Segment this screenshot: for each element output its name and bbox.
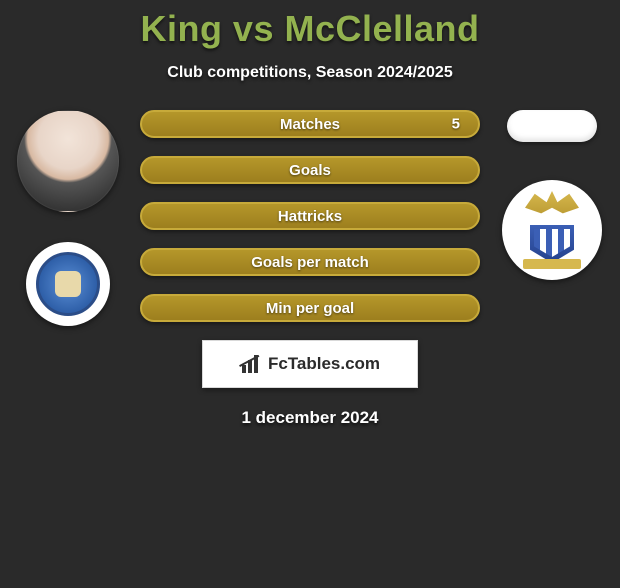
stat-label: Goals per match xyxy=(251,254,369,271)
stat-label: Goals xyxy=(289,162,331,179)
date-label: 1 december 2024 xyxy=(0,408,620,428)
comparison-content: Matches 5 Goals Hattricks Goals per matc… xyxy=(0,110,620,428)
brand-chart-icon xyxy=(240,355,262,373)
stat-value: 5 xyxy=(452,116,460,133)
stjohnstone-crest-icon xyxy=(517,191,587,269)
rangers-crest-icon xyxy=(36,252,100,316)
player-photo-left xyxy=(17,110,119,212)
stat-label: Hattricks xyxy=(278,208,342,225)
left-column xyxy=(8,110,128,326)
stat-bar-goals-per-match: Goals per match xyxy=(140,248,480,276)
stat-bar-matches: Matches 5 xyxy=(140,110,480,138)
page-title: King vs McClelland xyxy=(0,8,620,50)
club-badge-left xyxy=(26,242,110,326)
stat-bars: Matches 5 Goals Hattricks Goals per matc… xyxy=(140,110,480,322)
stat-label: Min per goal xyxy=(266,300,354,317)
right-column xyxy=(492,110,612,280)
subtitle: Club competitions, Season 2024/2025 xyxy=(0,64,620,82)
stat-label: Matches xyxy=(280,116,340,133)
stat-bar-goals: Goals xyxy=(140,156,480,184)
stat-bar-hattricks: Hattricks xyxy=(140,202,480,230)
club-badge-right xyxy=(502,180,602,280)
stat-bar-min-per-goal: Min per goal xyxy=(140,294,480,322)
player-photo-right xyxy=(507,110,597,142)
brand-text: FcTables.com xyxy=(268,354,380,374)
brand-box: FcTables.com xyxy=(202,340,418,388)
